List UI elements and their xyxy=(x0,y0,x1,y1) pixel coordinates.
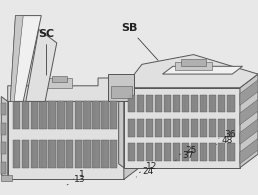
Polygon shape xyxy=(57,101,64,129)
Polygon shape xyxy=(110,140,117,168)
Polygon shape xyxy=(48,101,56,129)
Polygon shape xyxy=(108,74,134,101)
Polygon shape xyxy=(124,74,258,88)
Text: 24: 24 xyxy=(136,168,153,177)
Polygon shape xyxy=(22,140,29,168)
Polygon shape xyxy=(218,95,225,112)
Polygon shape xyxy=(22,101,29,129)
Polygon shape xyxy=(75,140,82,168)
Polygon shape xyxy=(83,101,91,129)
Polygon shape xyxy=(83,140,91,168)
Polygon shape xyxy=(164,95,171,112)
Polygon shape xyxy=(1,162,6,174)
Polygon shape xyxy=(209,119,216,136)
Polygon shape xyxy=(209,143,216,161)
Polygon shape xyxy=(111,86,132,98)
Polygon shape xyxy=(1,175,12,181)
Polygon shape xyxy=(175,62,212,70)
Polygon shape xyxy=(124,55,258,88)
Polygon shape xyxy=(182,95,189,112)
Polygon shape xyxy=(173,143,180,161)
Polygon shape xyxy=(227,95,235,112)
Polygon shape xyxy=(101,101,109,129)
Polygon shape xyxy=(30,140,38,168)
Text: 1: 1 xyxy=(73,170,84,179)
Polygon shape xyxy=(163,66,243,74)
Polygon shape xyxy=(124,88,240,168)
Text: 48: 48 xyxy=(216,136,233,145)
Polygon shape xyxy=(128,143,135,161)
Text: 12: 12 xyxy=(139,162,157,173)
Polygon shape xyxy=(39,140,47,168)
Polygon shape xyxy=(200,119,207,136)
Polygon shape xyxy=(30,101,38,129)
Polygon shape xyxy=(227,119,235,136)
Polygon shape xyxy=(227,143,235,161)
Polygon shape xyxy=(164,119,171,136)
Polygon shape xyxy=(52,76,67,82)
Text: 13: 13 xyxy=(67,175,85,185)
Polygon shape xyxy=(155,143,162,161)
Polygon shape xyxy=(240,138,258,164)
Polygon shape xyxy=(110,101,117,129)
Text: 37: 37 xyxy=(175,152,194,160)
Polygon shape xyxy=(13,101,20,129)
Polygon shape xyxy=(92,101,100,129)
Polygon shape xyxy=(128,95,135,112)
Text: 36: 36 xyxy=(219,130,236,139)
Polygon shape xyxy=(13,140,20,168)
Polygon shape xyxy=(8,101,124,179)
Polygon shape xyxy=(209,95,216,112)
Text: 25: 25 xyxy=(179,146,197,155)
Polygon shape xyxy=(124,88,142,179)
Polygon shape xyxy=(46,78,72,88)
Polygon shape xyxy=(146,143,153,161)
Polygon shape xyxy=(164,143,171,161)
Polygon shape xyxy=(1,103,6,115)
Polygon shape xyxy=(57,140,64,168)
Polygon shape xyxy=(39,101,47,129)
Polygon shape xyxy=(240,80,258,105)
Polygon shape xyxy=(240,74,258,168)
Polygon shape xyxy=(48,140,56,168)
Polygon shape xyxy=(200,95,207,112)
Polygon shape xyxy=(240,99,258,125)
Polygon shape xyxy=(182,143,189,161)
Polygon shape xyxy=(182,119,189,136)
Polygon shape xyxy=(66,140,73,168)
Polygon shape xyxy=(66,101,73,129)
Polygon shape xyxy=(8,88,142,101)
Polygon shape xyxy=(191,95,198,112)
Polygon shape xyxy=(200,143,207,161)
Polygon shape xyxy=(75,101,82,129)
Polygon shape xyxy=(137,143,144,161)
Polygon shape xyxy=(119,84,124,168)
Polygon shape xyxy=(10,16,41,101)
Polygon shape xyxy=(26,29,57,101)
Polygon shape xyxy=(218,119,225,136)
Polygon shape xyxy=(155,95,162,112)
Text: SB: SB xyxy=(121,23,158,60)
Polygon shape xyxy=(1,97,8,179)
Polygon shape xyxy=(137,95,144,112)
Polygon shape xyxy=(1,123,6,135)
Polygon shape xyxy=(173,95,180,112)
Polygon shape xyxy=(191,119,198,136)
Polygon shape xyxy=(92,140,100,168)
Polygon shape xyxy=(128,119,135,136)
Polygon shape xyxy=(137,119,144,136)
Polygon shape xyxy=(101,140,109,168)
Polygon shape xyxy=(181,58,206,66)
Polygon shape xyxy=(8,78,126,101)
Polygon shape xyxy=(218,143,225,161)
Polygon shape xyxy=(155,119,162,136)
Text: SC: SC xyxy=(38,29,54,75)
Polygon shape xyxy=(146,119,153,136)
Polygon shape xyxy=(191,143,198,161)
Polygon shape xyxy=(10,16,23,101)
Polygon shape xyxy=(173,119,180,136)
Polygon shape xyxy=(1,142,6,154)
Polygon shape xyxy=(146,95,153,112)
Polygon shape xyxy=(240,119,258,144)
